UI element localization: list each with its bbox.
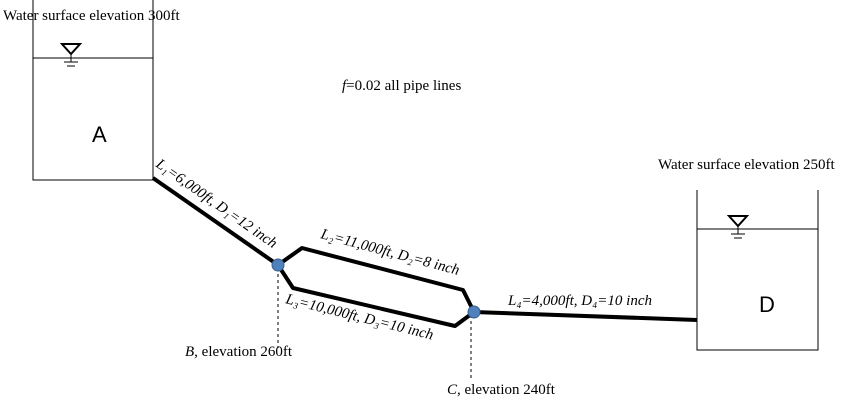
pipe — [151, 176, 280, 267]
note-text: =0.02 all pipe lines — [346, 78, 461, 94]
node-text: , elevation 260ft — [194, 344, 293, 360]
node-label: B, elevation 260ft — [185, 344, 293, 360]
node-label: C, elevation 240ft — [447, 382, 556, 398]
pipe — [276, 263, 476, 328]
pipe-label: L₄=4,000ft, D₄=10 inch — [507, 293, 652, 309]
node-name: C — [447, 382, 458, 398]
node — [271, 258, 285, 272]
water-symbol — [726, 215, 750, 239]
symbol: f — [342, 78, 348, 94]
node — [467, 305, 481, 319]
pipe — [473, 310, 698, 322]
water-symbol — [59, 43, 83, 67]
tank-name: A — [92, 122, 107, 147]
node-name: B — [185, 344, 194, 360]
elevation-label: Water surface elevation 300ft — [3, 8, 180, 24]
pipe-label: L₁=6,000ft, D₁=12 inch — [152, 156, 280, 252]
tank-a — [32, 0, 154, 181]
pipe — [276, 246, 476, 313]
tank-name: D — [759, 292, 775, 317]
elevation-label: Water surface elevation 250ft — [658, 157, 835, 173]
friction-note: f=0.02 all pipe lines — [342, 78, 461, 94]
tank-d — [696, 190, 819, 351]
node-text: , elevation 240ft — [457, 382, 556, 398]
